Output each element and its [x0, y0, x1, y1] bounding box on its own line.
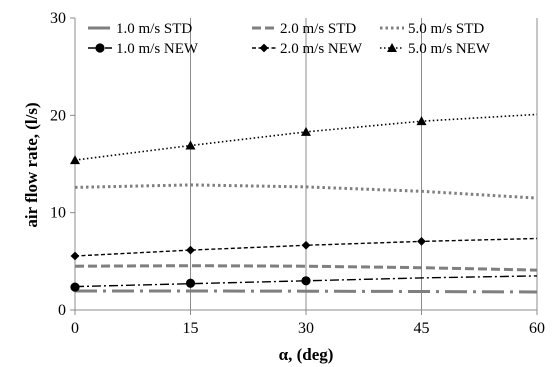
y-tick-label-30: 30	[50, 10, 66, 27]
series-4-marker-1	[70, 282, 80, 292]
series-6-marker-4	[416, 116, 427, 126]
y-tick-label-10: 10	[50, 205, 66, 222]
tick-labels: 0 10 20 30 0 15 30 45 60	[50, 10, 545, 337]
x-tick-label-0: 0	[71, 320, 79, 337]
y-tick-label-20: 20	[50, 107, 66, 124]
legend-label-5: 2.0 m/s NEW	[280, 41, 363, 57]
y-tick-label-0: 0	[58, 302, 66, 319]
legend-label-6: 5.0 m/s NEW	[408, 41, 491, 57]
legend-marker-6	[387, 43, 397, 52]
series-6-marker-3	[301, 126, 311, 136]
x-tick-label-30: 30	[298, 320, 314, 337]
series-5-marker-3	[301, 240, 311, 250]
legend-label-4: 1.0 m/s NEW	[116, 41, 199, 57]
x-axis-title: α, (deg)	[279, 345, 334, 364]
series-5-marker-1	[70, 251, 80, 261]
legend: 1.0 m/s STD 2.0 m/s STD 5.0 m/s STD 1.0 m/s…	[88, 21, 491, 57]
series-6-marker-1	[70, 155, 80, 165]
series-5-marker-4	[417, 236, 426, 246]
legend-label-1: 1.0 m/s STD	[116, 21, 192, 37]
series-6-marker-2	[185, 140, 196, 150]
x-tick-label-45: 45	[414, 320, 430, 337]
legend-label-2: 2.0 m/s STD	[280, 21, 356, 37]
x-tick-label-60: 60	[529, 320, 545, 337]
series-4-marker-2	[185, 278, 196, 288]
series-5-marker-2	[186, 245, 195, 255]
vertical-gridlines	[190, 18, 538, 310]
legend-label-3: 5.0 m/s STD	[408, 21, 484, 37]
legend-marker-4	[95, 43, 105, 53]
y-axis-title: air flow rate, (l/s)	[22, 102, 41, 227]
series-line-3	[74, 183, 538, 200]
series-line-2	[74, 264, 538, 272]
series-4-marker-3	[301, 276, 311, 286]
series-layer	[70, 113, 538, 294]
series-line-1	[75, 289, 538, 294]
x-tick-label-15: 15	[183, 320, 199, 337]
legend-marker-5	[259, 43, 269, 53]
axes	[70, 17, 538, 315]
